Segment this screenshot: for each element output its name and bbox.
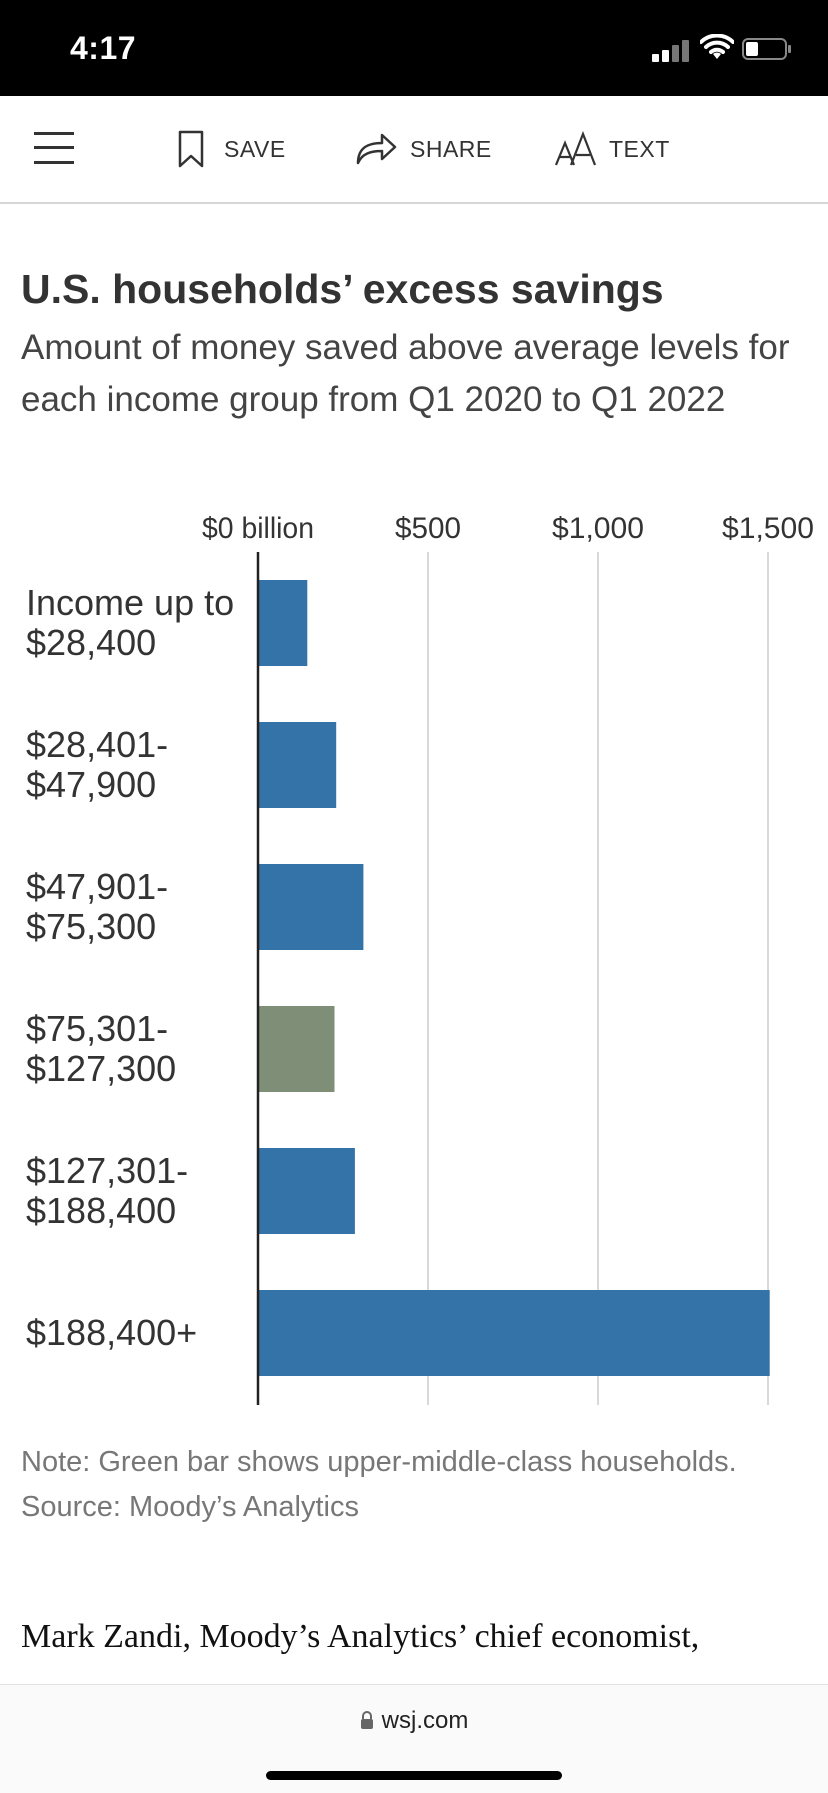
cellular-signal-icon	[652, 38, 692, 62]
share-label: SHARE	[410, 135, 492, 162]
category-label: $47,901-	[26, 866, 168, 907]
home-indicator[interactable]	[266, 1771, 562, 1780]
text-size-button[interactable]: TEXT	[555, 96, 670, 202]
lock-icon	[360, 1711, 373, 1729]
category-label: $127,301-	[26, 1150, 188, 1191]
x-tick-label: $500	[395, 512, 461, 545]
text-label: TEXT	[609, 135, 670, 162]
share-button[interactable]: SHARE	[354, 96, 492, 202]
wifi-icon	[700, 34, 734, 59]
category-label: $188,400	[26, 1190, 176, 1231]
category-label: $28,401-	[26, 724, 168, 765]
bar	[258, 722, 337, 808]
chart-title: U.S. households’ excess savings	[21, 266, 664, 312]
status-bar: 4:17	[0, 0, 828, 96]
bar	[258, 1148, 355, 1234]
bar	[258, 580, 308, 666]
bookmark-icon	[178, 130, 204, 168]
category-label: Income up to	[26, 582, 234, 623]
category-label: $75,301-	[26, 1008, 168, 1049]
category-label: $47,900	[26, 764, 156, 805]
save-button[interactable]: SAVE	[178, 96, 286, 202]
save-label: SAVE	[224, 135, 286, 162]
chart-subtitle: Amount of money saved above average leve…	[21, 328, 790, 419]
article-body-text: Mark Zandi, Moody’s Analytics’ chief eco…	[21, 1618, 700, 1655]
text-size-icon	[555, 131, 597, 166]
share-arrow-icon	[356, 133, 397, 165]
status-time: 4:17	[70, 30, 137, 66]
article-toolbar: SAVE SHARE TEXT	[0, 96, 828, 204]
bar	[258, 1006, 335, 1092]
url-text: wsj.com	[381, 1707, 469, 1734]
x-tick-label: $1,500	[722, 512, 814, 545]
x-tick-label: $0 billion	[202, 512, 314, 545]
chart-note: Note: Green bar shows upper-middle-class…	[21, 1446, 737, 1478]
battery-icon	[742, 38, 791, 60]
bar	[258, 864, 364, 950]
category-label: $75,300	[26, 906, 156, 947]
url-bar[interactable]: wsj.com	[0, 1707, 828, 1735]
bar	[258, 1290, 770, 1376]
category-label: $188,400+	[26, 1312, 197, 1353]
category-label: $28,400	[26, 622, 156, 663]
chart-note-block: Note: Green bar shows upper-middle-class…	[21, 1440, 811, 1530]
category-label: $127,300	[26, 1048, 176, 1089]
browser-bottom-bar: wsj.com	[0, 1684, 828, 1793]
chart-source: Source: Moody’s Analytics	[21, 1491, 359, 1523]
x-tick-label: $1,000	[552, 512, 644, 545]
menu-icon[interactable]	[34, 130, 74, 166]
